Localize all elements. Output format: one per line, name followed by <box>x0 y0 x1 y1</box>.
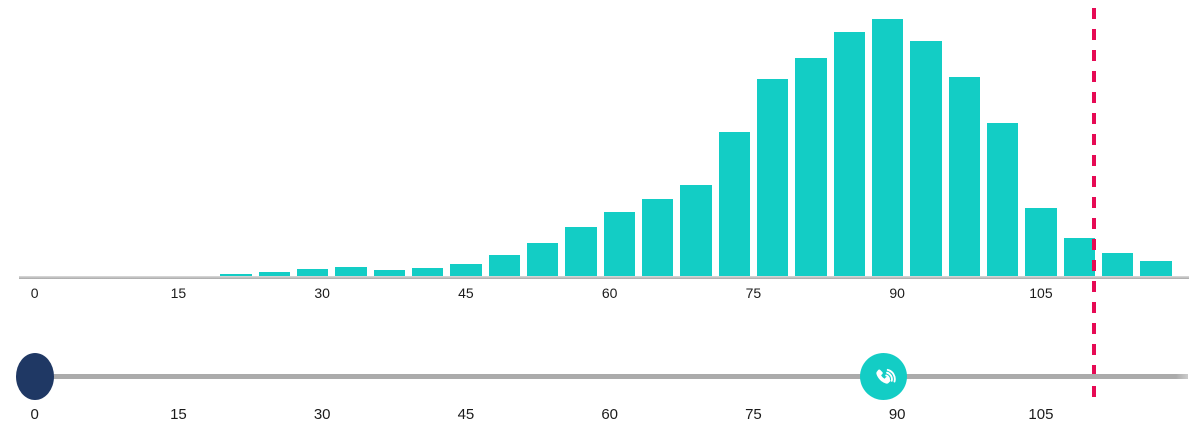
slider-start-handle[interactable] <box>15 353 54 400</box>
histogram-bar <box>872 19 904 277</box>
x-tick-label: 15 <box>170 285 187 301</box>
slider-tick-label: 105 <box>1028 406 1054 423</box>
x-tick-label: 75 <box>745 285 762 301</box>
histogram-bar <box>795 58 827 277</box>
histogram-bar <box>1140 261 1172 277</box>
histogram-bar <box>833 32 865 277</box>
histogram-bar <box>642 199 674 277</box>
histogram-bar <box>1063 238 1095 277</box>
histogram-bar <box>680 185 712 277</box>
histogram-bar <box>565 227 597 277</box>
histogram-bar <box>603 212 635 277</box>
phone-volume-icon <box>876 368 896 384</box>
histogram-bar <box>220 274 252 277</box>
histogram-bar <box>412 268 444 277</box>
histogram-bar <box>488 255 520 277</box>
histogram-bar <box>948 77 980 277</box>
slider-tick-label: 30 <box>313 406 331 423</box>
x-tick-label: 0 <box>30 285 39 301</box>
histogram-bar <box>450 264 482 277</box>
x-axis-line <box>19 276 1189 279</box>
histogram-bar <box>335 267 367 277</box>
histogram-bar <box>718 132 750 277</box>
x-tick-label: 30 <box>314 285 330 301</box>
slider-tick-label: 0 <box>30 406 39 423</box>
slider-tick-label: 90 <box>888 406 906 423</box>
x-tick-label: 105 <box>1029 285 1053 301</box>
histogram-bar <box>1025 208 1057 277</box>
slider-track[interactable] <box>28 374 1188 379</box>
histogram-bar <box>373 270 405 277</box>
histogram-bar <box>987 123 1019 277</box>
histogram-bar <box>910 41 942 277</box>
slider-phone-handle[interactable] <box>860 353 908 400</box>
slider-tick-label: 60 <box>601 406 619 423</box>
histogram-bar <box>258 272 290 277</box>
slider-tick-label: 75 <box>745 406 762 423</box>
histogram-bar <box>527 243 559 277</box>
x-tick-label: 60 <box>601 285 618 301</box>
x-tick-label: 45 <box>458 285 474 301</box>
histogram-bar <box>757 79 789 277</box>
histogram-bar <box>297 269 329 277</box>
threshold-line <box>1091 8 1096 400</box>
x-tick-label: 90 <box>889 285 905 301</box>
slider-tick-label: 15 <box>170 406 187 423</box>
histogram-bar <box>1102 253 1134 277</box>
slider-tick-label: 45 <box>457 406 475 423</box>
